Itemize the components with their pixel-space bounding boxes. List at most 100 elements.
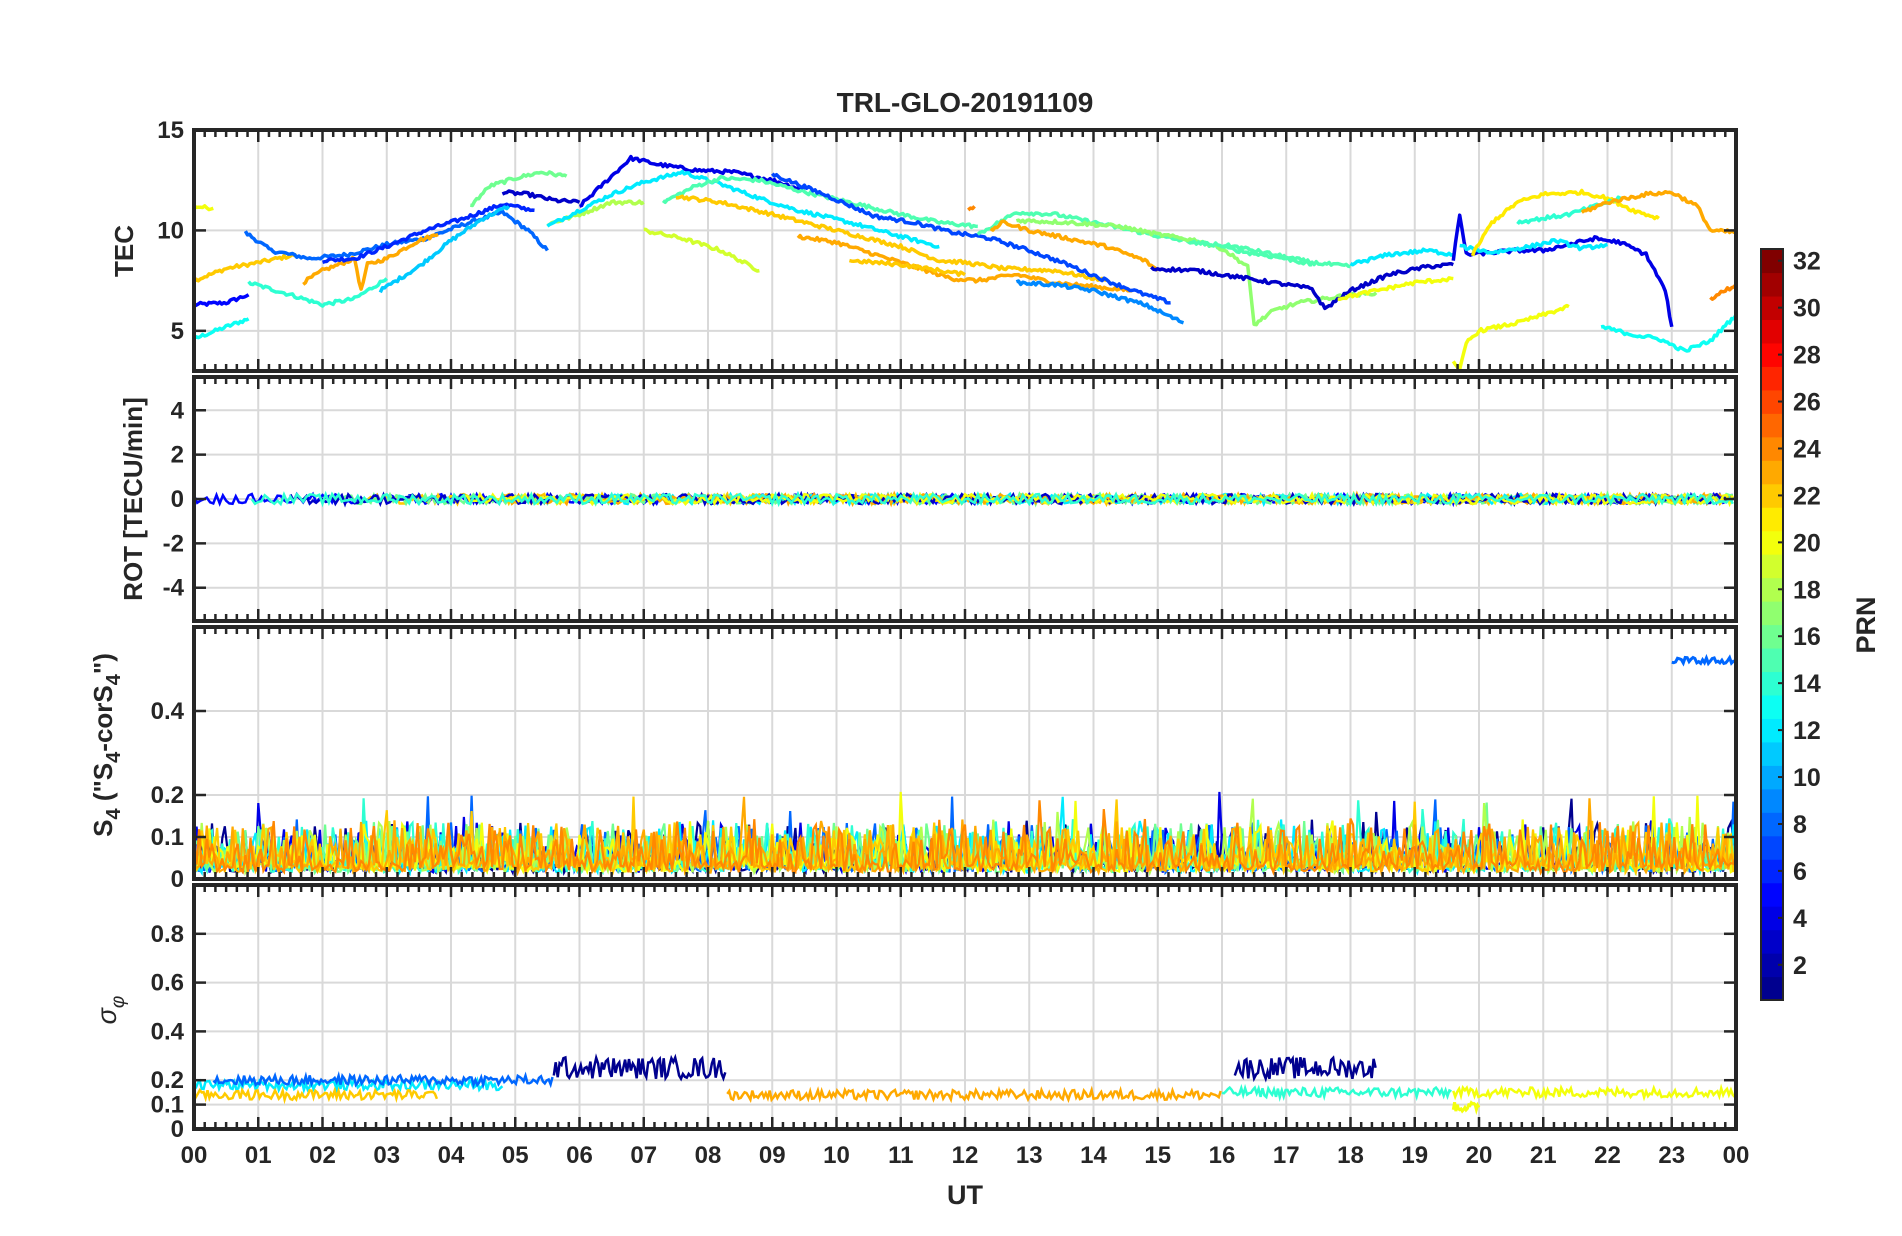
- colorbar-tick-label: 30: [1793, 295, 1821, 323]
- y-label-s4-part: S: [88, 820, 118, 837]
- x-tick-label: 18: [1337, 1142, 1364, 1169]
- colorbar-swatch: [1761, 671, 1783, 696]
- colorbar-swatch: [1761, 788, 1783, 813]
- x-tick-label: 02: [309, 1142, 336, 1169]
- colorbar-label: PRN: [1851, 596, 1881, 653]
- chart-title: TRL-GLO-20191109: [837, 87, 1094, 118]
- tec-series-prn-3: [501, 189, 581, 204]
- tec-series-prn-24: [967, 205, 976, 212]
- y-tick-label: -2: [163, 530, 184, 557]
- colorbar-swatch: [1761, 976, 1783, 1001]
- tec-series-prn-13: [194, 317, 250, 340]
- x-tick-label: 08: [695, 1142, 722, 1169]
- data-sigma_phi: [194, 1053, 1736, 1115]
- tec-series-prn-12: [1459, 237, 1608, 255]
- tec-series-prn-22: [675, 194, 1108, 283]
- tec-series-prn-22: [194, 252, 298, 284]
- y-label-sigma-main: σ: [92, 1006, 122, 1024]
- colorbar-swatch: [1761, 249, 1783, 274]
- panel-s4: 0 0.1 0.2 0.4: [151, 625, 1738, 893]
- tec-series-prn-7: [770, 172, 1171, 305]
- x-tick-label: 00: [181, 1142, 208, 1169]
- tec-series-prn-9: [1015, 279, 1185, 325]
- tec-series-prn-13: [1600, 313, 1736, 353]
- colorbar-swatch: [1761, 483, 1783, 508]
- sigma-dip: [1451, 1100, 1481, 1115]
- colorbar-swatch: [1761, 436, 1783, 461]
- colorbar-swatch: [1761, 859, 1783, 884]
- colorbar-swatch: [1761, 882, 1783, 907]
- colorbar-tick-label: 32: [1793, 248, 1821, 276]
- y-tick-label: 0.1: [151, 824, 184, 851]
- tec-series-prn-12: [546, 169, 940, 249]
- colorbar-swatch: [1761, 295, 1783, 321]
- colorbar-swatch: [1761, 507, 1783, 532]
- x-tick-label: 00: [1723, 1142, 1750, 1169]
- y-tick-label: 0.1: [151, 1092, 184, 1119]
- colorbar-swatch: [1761, 530, 1783, 555]
- sigma-band-prn-8: [212, 1071, 554, 1090]
- panel-rot: -4 -2 0 2 4: [163, 375, 1738, 623]
- y-label-sigma-sub: φ: [108, 996, 129, 1008]
- panel-sigma_phi: 00.10.2 0.4 0.6 0.8: [151, 883, 1738, 1143]
- y-tick-label: 0: [171, 866, 184, 893]
- x-tick-label: 07: [630, 1142, 657, 1169]
- colorbar-tick-label: 4: [1793, 905, 1807, 933]
- y-tick-label: 0: [171, 486, 184, 513]
- colorbar-swatch: [1761, 389, 1783, 414]
- colorbar-tick-label: 22: [1793, 482, 1821, 510]
- colorbar-swatch: [1761, 577, 1783, 602]
- colorbar-swatch: [1761, 765, 1783, 790]
- y-label-s4-part: 4: [103, 751, 125, 763]
- y-label-s4-part: ("S: [88, 763, 118, 809]
- x-tick-label: 19: [1401, 1142, 1428, 1169]
- y-label-s4-part: 4: [103, 673, 125, 685]
- sigma-band-prn-1: [552, 1053, 727, 1082]
- x-tick-label: 05: [502, 1142, 529, 1169]
- tec-series-prn-20: [1337, 276, 1454, 301]
- tec-series-prn-23: [1580, 189, 1736, 235]
- y-tick-label: -4: [163, 575, 185, 602]
- colorbar-swatch: [1761, 929, 1783, 954]
- x-tick-label: 03: [373, 1142, 400, 1169]
- colorbar-swatch: [1761, 647, 1783, 673]
- y-tick-label: 0.2: [151, 1067, 184, 1094]
- colorbar-tick-label: 16: [1793, 623, 1821, 651]
- x-tick-label: 12: [952, 1142, 979, 1169]
- tec-series-prn-23: [989, 219, 1160, 272]
- y-label-s4: S4 ("S4-corS4"): [88, 653, 125, 837]
- tec-series-prn-3: [1150, 262, 1454, 311]
- y-tick-label: 0.6: [151, 970, 184, 997]
- y-tick-label: 2: [171, 442, 184, 469]
- y-label-sigma: σφ: [92, 996, 129, 1025]
- tec-series-prn-23: [302, 232, 439, 291]
- colorbar-tick-label: 10: [1793, 764, 1821, 792]
- colorbar-swatch: [1761, 906, 1783, 931]
- rot-series-prn-14: [250, 490, 1734, 508]
- x-tick-label: 11: [888, 1142, 913, 1169]
- colorbar-tick-label: 12: [1793, 717, 1821, 745]
- colorbar-swatch: [1761, 554, 1783, 579]
- sigma-band-prn-20: [1452, 1083, 1736, 1102]
- y-tick-label: 0.8: [151, 921, 184, 948]
- y-tick-label: 4: [171, 397, 185, 424]
- x-tick-label: 21: [1530, 1142, 1557, 1169]
- colorbar-tick-label: 8: [1793, 811, 1807, 839]
- tec-series-prn-22: [848, 258, 966, 277]
- sigma-band-prn-23: [726, 1085, 1222, 1104]
- x-tick-label: 01: [245, 1142, 272, 1169]
- tec-series-prn-23: [796, 233, 1133, 293]
- colorbar-tick-label: 26: [1793, 389, 1821, 417]
- tec-series-prn-6: [322, 202, 535, 264]
- y-tick-label: 10: [157, 217, 184, 244]
- y-tick-label: 0.4: [151, 698, 185, 725]
- colorbar-swatch: [1761, 272, 1783, 297]
- colorbar-tick-label: 20: [1793, 529, 1821, 557]
- y-tick-label: 0.2: [151, 782, 184, 809]
- y-tick-label: 5: [171, 318, 184, 345]
- colorbar-tick-label: 18: [1793, 576, 1821, 604]
- tec-series-prn-16: [470, 170, 568, 208]
- x-tick-label: 04: [438, 1142, 465, 1169]
